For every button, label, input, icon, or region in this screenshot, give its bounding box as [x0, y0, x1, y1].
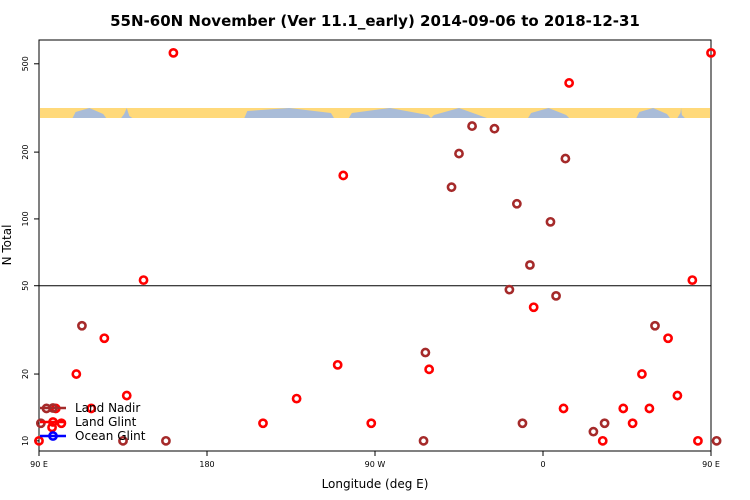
- data-points: [34, 47, 722, 446]
- land-nadir-point: [418, 435, 429, 446]
- land-glint-point: [34, 435, 44, 446]
- land-glint-point: [627, 418, 638, 429]
- land-nadir-point: [489, 123, 500, 134]
- land-nadir-point: [35, 418, 46, 429]
- land-nadir-point: [467, 121, 477, 131]
- x-axis-label: Longitude (deg E): [322, 477, 429, 491]
- plot-frame: [38, 39, 712, 452]
- land-nadir-point: [551, 290, 561, 301]
- ocean-region-4: [431, 108, 487, 118]
- land-nadir-point: [77, 320, 87, 331]
- land-nadir-point: [560, 153, 571, 164]
- ocean-glint-legend-label: Ocean Glint: [75, 429, 146, 443]
- ocean-region-2: [244, 108, 334, 118]
- y-tick-label: 10: [21, 436, 30, 446]
- land-nadir-point: [599, 418, 610, 429]
- land-glint-point: [121, 390, 132, 401]
- chart-title: 55N-60N November (Ver 11.1_early) 2014-0…: [110, 12, 640, 30]
- land-nadir-point: [454, 148, 464, 159]
- y-tick-label: 50: [21, 281, 30, 291]
- land-glint-point: [366, 418, 377, 429]
- land-glint-point: [71, 369, 82, 379]
- ocean-region-0: [72, 108, 107, 118]
- land-nadir-point: [517, 418, 528, 429]
- land-glint-point: [693, 435, 703, 446]
- land-glint-point: [564, 78, 575, 88]
- land-glint-point: [597, 435, 608, 446]
- land-glint-point: [56, 418, 67, 429]
- land-nadir-point: [504, 284, 515, 295]
- land-nadir-point: [446, 182, 457, 193]
- ocean-region-1: [121, 108, 133, 118]
- y-tick-label: 20: [21, 369, 30, 379]
- x-tick-label: 90 W: [365, 460, 386, 469]
- land-glint-point: [86, 403, 97, 414]
- land-nadir-point: [420, 347, 431, 358]
- ocean-region-7: [677, 108, 685, 118]
- land-glint-point: [672, 390, 683, 401]
- land-glint-point: [258, 418, 268, 429]
- land-glint-point: [138, 275, 149, 286]
- land-nadir-point: [511, 198, 522, 209]
- ocean-region-3: [348, 108, 431, 118]
- land-glint-point: [47, 422, 57, 433]
- x-tick-label: 180: [199, 460, 214, 469]
- land-nadir-point: [161, 435, 171, 446]
- land-nadir-point: [650, 320, 660, 331]
- land-glint-point: [424, 364, 435, 375]
- land-glint-point: [663, 333, 673, 344]
- ocean-glint-legend-marker: [48, 431, 58, 441]
- x-tick-label: 90 E: [30, 460, 48, 469]
- land-nadir-legend-label: Land Nadir: [75, 401, 140, 415]
- land-glint-point: [168, 47, 179, 58]
- y-tick-label: 500: [21, 56, 30, 71]
- land-glint-point: [706, 47, 716, 58]
- land-glint-point: [618, 403, 629, 414]
- land-nadir-legend-marker: [48, 403, 58, 413]
- land-nadir-point: [545, 216, 556, 227]
- y-axis: 10 20 50 100 200 500: [21, 56, 39, 446]
- y-axis-label: N Total: [0, 225, 14, 266]
- ocean-region-6: [636, 108, 670, 118]
- land-glint-legend-marker: [48, 417, 58, 427]
- land-glint-point: [332, 359, 343, 370]
- land-glint-point: [637, 369, 647, 379]
- land-glint-legend-label: Land Glint: [75, 415, 137, 429]
- land-glint-point: [291, 393, 302, 404]
- land-nadir-point: [711, 435, 722, 446]
- land-glint-point: [644, 403, 655, 414]
- ocean-region-5: [528, 108, 570, 118]
- y-tick-label: 200: [21, 144, 30, 159]
- land-nadir-point: [588, 426, 599, 437]
- land-glint-point: [558, 403, 569, 414]
- land-ocean-map-strip: [40, 108, 710, 118]
- land-nadir-point: [118, 435, 128, 446]
- land-glint-point: [338, 170, 349, 181]
- land-glint-point: [687, 275, 698, 286]
- y-tick-label: 100: [21, 211, 30, 226]
- land-nadir-point: [525, 260, 535, 270]
- land-glint-point: [99, 333, 110, 344]
- x-tick-label: 90 E: [702, 460, 720, 469]
- x-tick-label: 0: [540, 460, 545, 469]
- land-glint-point: [528, 302, 539, 313]
